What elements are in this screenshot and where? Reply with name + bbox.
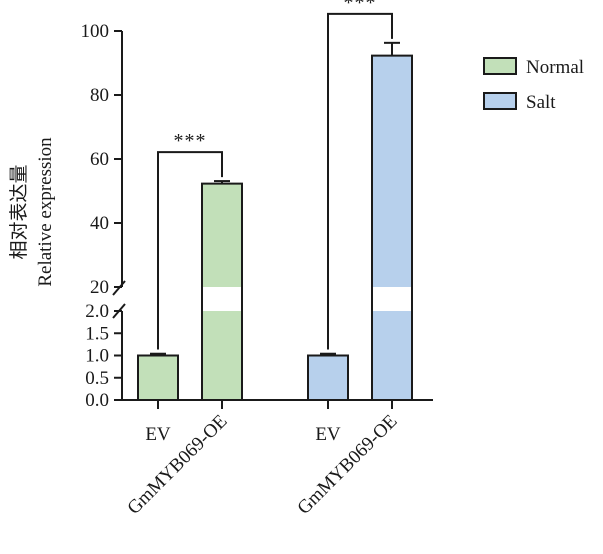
y-axis-label-chinese: 相对表达量 <box>8 164 30 259</box>
legend-label: Salt <box>526 92 556 113</box>
y-axis-label-english: Relative expression <box>35 137 56 287</box>
y-tick-label: 80 <box>90 85 109 106</box>
legend-swatch <box>483 57 517 75</box>
bar-break-gap <box>202 287 242 311</box>
x-tick-label: GmMYB069-OE <box>123 411 231 519</box>
significance-bracket <box>327 12 393 350</box>
legend-label: Normal <box>526 57 584 78</box>
y-tick-label: 2.0 <box>85 301 109 322</box>
legend-swatch <box>483 92 517 110</box>
y-tick-label: 100 <box>81 21 110 42</box>
legend: Normal Salt <box>483 57 584 113</box>
y-axis-title: 相对表达量 Relative expression <box>8 137 56 287</box>
y-tick-label: 0.5 <box>85 368 109 389</box>
bar-break-gap <box>372 287 412 311</box>
significance-label: *** <box>174 130 207 152</box>
bar <box>372 55 412 400</box>
x-tick-label: EV <box>145 424 171 445</box>
y-tick-label: 0.0 <box>85 390 109 411</box>
x-tick-label: GmMYB069-OE <box>293 411 401 519</box>
significance-bracket <box>157 151 223 350</box>
y-tick-label: 60 <box>90 149 109 170</box>
y-tick-label: 20 <box>90 277 109 298</box>
y-tick-label: 1.5 <box>85 323 109 344</box>
significance-label: *** <box>344 0 377 14</box>
bar <box>308 355 348 400</box>
bars-layer: *** *** <box>137 0 413 400</box>
y-tick-label: 1.0 <box>85 346 109 367</box>
y-tick-label: 40 <box>90 213 109 234</box>
x-tick-label: EV <box>315 424 341 445</box>
bar <box>138 355 178 400</box>
